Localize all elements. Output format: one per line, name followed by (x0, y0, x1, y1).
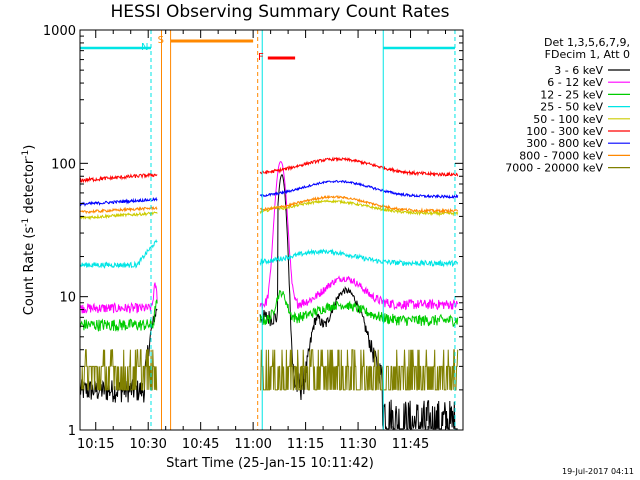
legend-label-5: 50 - 100 keV (533, 113, 603, 126)
axis-ticks: 10:15 10:30 10:45 11:00 11:15 11:30 11:45 1 10 10… (43, 24, 463, 452)
legend-label-1: 3 - 6 keV (554, 64, 603, 77)
series-line-3-segment-2 (259, 290, 459, 327)
x-tick-label: 10:15 (77, 437, 114, 452)
x-tick-label: 11:15 (287, 437, 324, 452)
legend-label-7: 300 - 800 keV (526, 137, 603, 150)
series-line-5-segment-1 (79, 211, 158, 221)
y-tick-label: 1 (68, 424, 76, 439)
legend-label-8: 800 - 7000 keV (519, 149, 603, 162)
series-line-8-segment-1 (79, 206, 158, 215)
chart-title: HESSI Observing Summary Count Rates (110, 2, 449, 22)
x-tick-label: 11:00 (234, 437, 271, 452)
series-line-5-segment-2 (259, 198, 459, 217)
series-line-3-segment-1 (79, 299, 158, 333)
legend-label-4: 25 - 50 keV (540, 101, 603, 114)
series-line-6-segment-2 (259, 156, 459, 177)
series-line-2-segment-1 (79, 282, 158, 314)
y-tick-label: 10 (59, 291, 76, 306)
legend-label-6: 100 - 300 keV (526, 125, 603, 138)
marker-label-f: F (258, 52, 264, 63)
series-line-2-segment-2 (259, 161, 459, 311)
x-tick-label: 10:30 (129, 437, 166, 452)
plot-frame (79, 29, 464, 431)
series-line-1-segment-2 (259, 173, 458, 431)
y-tick-label: 1000 (43, 24, 76, 39)
legend-label-3: 12 - 25 keV (540, 88, 603, 101)
y-axis-label: Count Rate (s-1 detector-1) (21, 145, 37, 316)
marker-label-n: N (141, 42, 148, 53)
legend-label-9: 7000 - 20000 keV (505, 162, 603, 175)
x-axis-label: Start Time (25-Jan-15 10:11:42) (166, 456, 374, 471)
date-stamp: 19-Jul-2017 04:11 (562, 467, 634, 476)
series-line-4-segment-2 (259, 248, 459, 268)
legend-label-2: 6 - 12 keV (547, 76, 603, 89)
y-tick-label: 100 (51, 157, 76, 172)
x-tick-label: 10:45 (182, 437, 219, 452)
series-line-9-segment-1 (80, 349, 158, 391)
x-tick-label: 11:45 (392, 437, 429, 452)
series-line-1-segment-1 (79, 307, 158, 403)
series-line-7-segment-2 (259, 179, 459, 199)
series-line-6-segment-1 (79, 172, 158, 184)
legend-header-line-2: FDecim 1, Att 0 (545, 48, 630, 61)
series-line-9-segment-2 (260, 349, 459, 391)
series-line-4-segment-1 (79, 239, 158, 269)
marker-label-s: S (158, 35, 164, 46)
plot-area: NS F (79, 30, 459, 431)
series-line-7-segment-1 (79, 196, 158, 207)
legend: Det 1,3,5,6,7,9, FDecim 1, Att 0 3 - 6 k… (505, 36, 630, 175)
series-line-8-segment-2 (259, 194, 459, 214)
x-tick-label: 11:30 (339, 437, 376, 452)
legend-header-line-1: Det 1,3,5,6,7,9, (544, 36, 630, 49)
